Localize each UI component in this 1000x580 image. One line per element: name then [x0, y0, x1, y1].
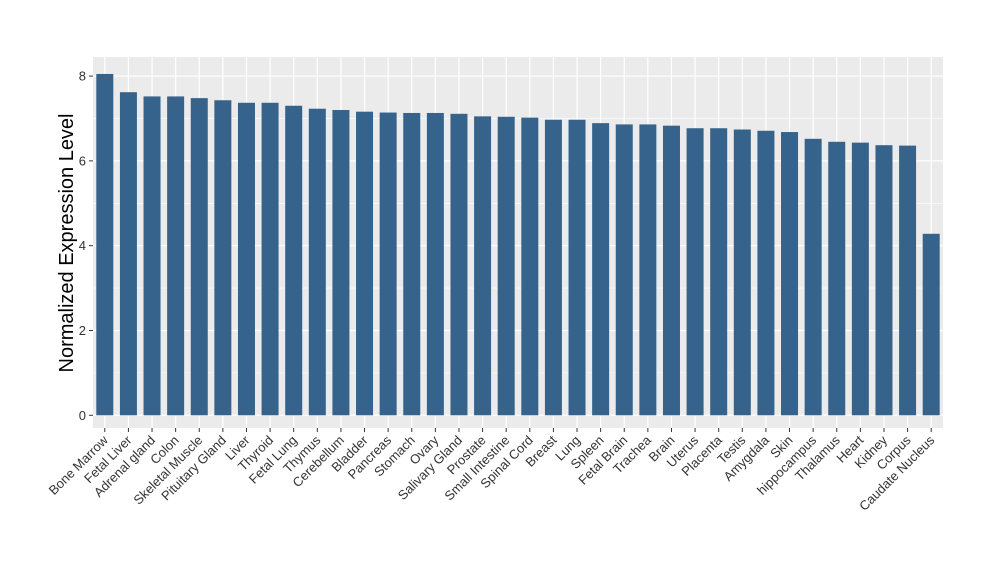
bar	[308, 108, 326, 416]
bar	[544, 119, 562, 416]
bar	[899, 145, 917, 416]
bar	[662, 125, 680, 416]
bar	[450, 113, 468, 416]
bar	[214, 100, 232, 416]
bar	[474, 116, 492, 416]
bar	[875, 145, 893, 416]
y-tick-label: 4	[79, 238, 86, 253]
bar	[403, 112, 421, 416]
bar	[781, 132, 799, 416]
bar	[379, 112, 397, 416]
y-tick-label: 6	[79, 153, 86, 168]
bar	[733, 129, 751, 416]
y-axis: 0 2 4 6 8	[79, 69, 93, 423]
bar	[167, 96, 185, 416]
bar	[686, 128, 704, 416]
bar	[922, 233, 940, 416]
bar	[851, 142, 869, 416]
bar	[285, 105, 303, 416]
y-tick-label: 2	[79, 323, 86, 338]
bar	[710, 128, 728, 416]
plot-panel	[93, 57, 943, 428]
bar	[261, 102, 279, 416]
bar	[828, 141, 846, 416]
minor-gridlines	[93, 118, 943, 374]
y-axis-title: Normalized Expression Level	[56, 113, 78, 372]
bar	[96, 73, 114, 416]
bar	[521, 117, 539, 416]
bar	[237, 102, 255, 416]
bar	[592, 123, 610, 416]
y-tick-label: 0	[79, 408, 86, 423]
bar	[119, 92, 137, 416]
bar	[757, 130, 775, 416]
bar	[426, 112, 444, 416]
bars	[96, 73, 940, 416]
y-tick-label: 8	[79, 69, 86, 84]
bar	[143, 96, 161, 416]
bar	[332, 110, 350, 416]
bar	[190, 98, 208, 416]
bar	[639, 124, 657, 416]
bar	[356, 111, 374, 416]
bar	[804, 138, 822, 416]
bar	[568, 119, 586, 416]
bar	[615, 124, 633, 416]
bar	[497, 116, 515, 416]
